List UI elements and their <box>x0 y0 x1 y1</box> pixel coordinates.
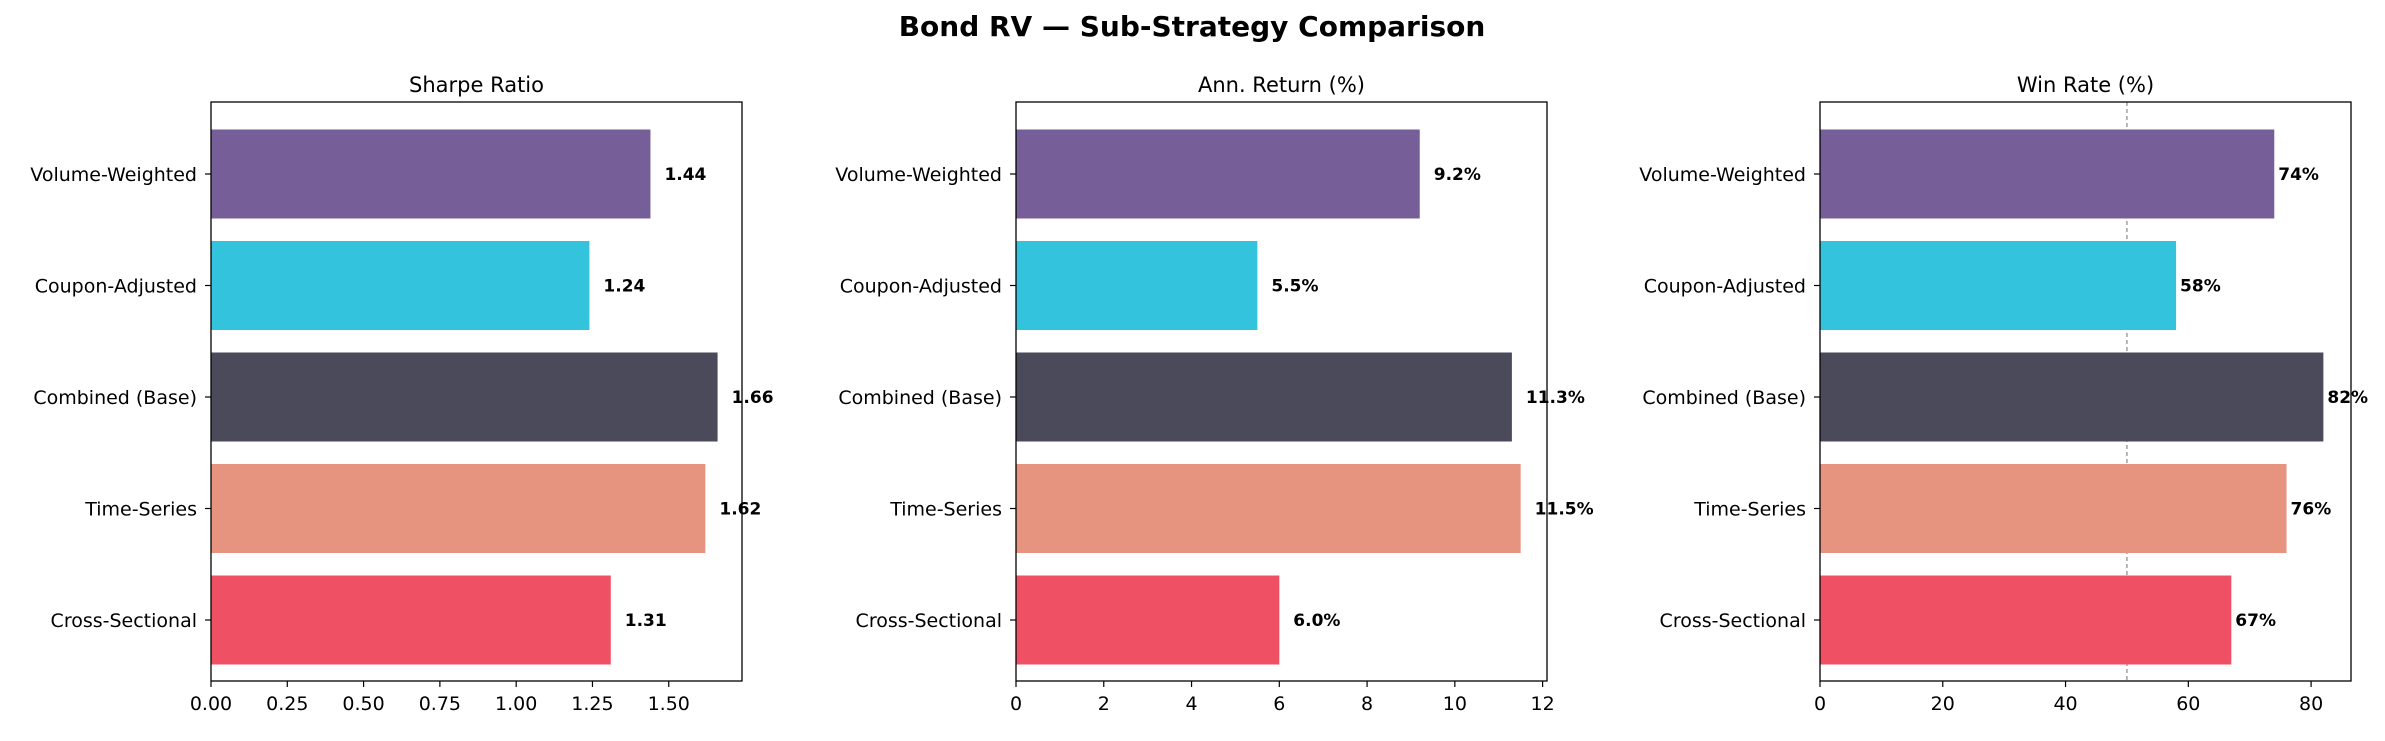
x-tick-label: 12 <box>1531 693 1555 715</box>
x-tick-label: 1.50 <box>648 693 690 715</box>
panel-1: Sharpe Ratio 1.44 Volume-Weighted 1.24 Coupo… <box>30 73 773 715</box>
bar <box>1820 464 2287 553</box>
category-label: Coupon-Adjusted <box>840 276 1002 298</box>
category-label: Coupon-Adjusted <box>35 276 197 298</box>
data-label: 9.2% <box>1434 165 1481 185</box>
data-label: 1.31 <box>625 611 667 631</box>
x-tick-label: 60 <box>2176 693 2200 715</box>
category-label: Volume-Weighted <box>835 164 1002 186</box>
category-label: Combined (Base) <box>838 387 1002 409</box>
panel-title: Ann. Return (%) <box>1198 73 1365 97</box>
bar <box>1820 352 2324 442</box>
panel-3: Win Rate (%) 74% Volume-Weighted 58% Coupon-… <box>1639 73 2368 715</box>
x-tick-label: 0 <box>1814 693 1826 715</box>
category-label: Time-Series <box>889 499 1002 521</box>
category-label: Coupon-Adjusted <box>1644 276 1806 298</box>
figure-title: Bond RV — Sub-Strategy Comparison <box>899 10 1486 43</box>
axes-frame <box>1819 101 2352 682</box>
data-label: 1.66 <box>732 388 774 408</box>
data-label: 1.24 <box>603 277 645 297</box>
data-label: 82% <box>2327 388 2368 408</box>
x-tick-label: 20 <box>1931 693 1955 715</box>
panels: Sharpe Ratio 1.44 Volume-Weighted 1.24 Coupo… <box>30 73 2368 715</box>
data-label: 11.3% <box>1526 388 1585 408</box>
axes-frame <box>1015 101 1548 682</box>
data-label: 6.0% <box>1293 611 1340 631</box>
x-tick-label: 8 <box>1361 693 1373 715</box>
x-tick-label: 10 <box>1443 693 1467 715</box>
panel-2: Ann. Return (%) 9.2% Volume-Weighted 5.5% Co… <box>835 73 1593 715</box>
category-label: Time-Series <box>1693 499 1806 521</box>
x-tick-label: 1.25 <box>571 693 613 715</box>
category-label: Cross-Sectional <box>51 610 197 632</box>
x-tick-label: 0 <box>1010 693 1022 715</box>
data-label: 1.44 <box>664 165 706 185</box>
x-tick-label: 40 <box>2053 693 2077 715</box>
bar <box>211 352 718 442</box>
data-label: 11.5% <box>1535 500 1594 520</box>
bar <box>1016 464 1521 553</box>
x-tick-label: 4 <box>1185 693 1197 715</box>
data-label: 5.5% <box>1271 277 1318 297</box>
bar <box>211 464 706 553</box>
x-tick-label: 6 <box>1273 693 1285 715</box>
data-label: 1.62 <box>719 500 761 520</box>
category-label: Cross-Sectional <box>1660 610 1806 632</box>
bar <box>211 241 590 330</box>
bar <box>1820 575 2232 665</box>
x-tick-label: 0.50 <box>342 693 384 715</box>
category-label: Volume-Weighted <box>30 164 197 186</box>
bar <box>211 129 651 219</box>
x-tick-label: 0.00 <box>190 693 232 715</box>
panel-title: Win Rate (%) <box>2017 73 2154 97</box>
x-tick-label: 80 <box>2299 693 2323 715</box>
category-label: Combined (Base) <box>33 387 197 409</box>
data-label: 76% <box>2291 500 2332 520</box>
axes-frame <box>210 101 743 682</box>
x-tick-label: 1.00 <box>495 693 537 715</box>
data-label: 58% <box>2180 277 2221 297</box>
bar <box>1016 575 1280 665</box>
bar <box>1016 352 1512 442</box>
category-label: Combined (Base) <box>1642 387 1806 409</box>
category-label: Time-Series <box>84 499 197 521</box>
bar <box>1016 241 1258 330</box>
bar <box>1820 129 2275 219</box>
x-tick-label: 0.25 <box>266 693 308 715</box>
bar <box>1016 129 1420 219</box>
data-label: 74% <box>2278 165 2319 185</box>
data-label: 67% <box>2235 611 2276 631</box>
category-label: Cross-Sectional <box>856 610 1002 632</box>
x-tick-label: 2 <box>1098 693 1110 715</box>
bar <box>211 575 611 665</box>
panel-title: Sharpe Ratio <box>409 73 544 97</box>
bar <box>1820 241 2177 330</box>
category-label: Volume-Weighted <box>1639 164 1806 186</box>
x-tick-label: 0.75 <box>419 693 461 715</box>
